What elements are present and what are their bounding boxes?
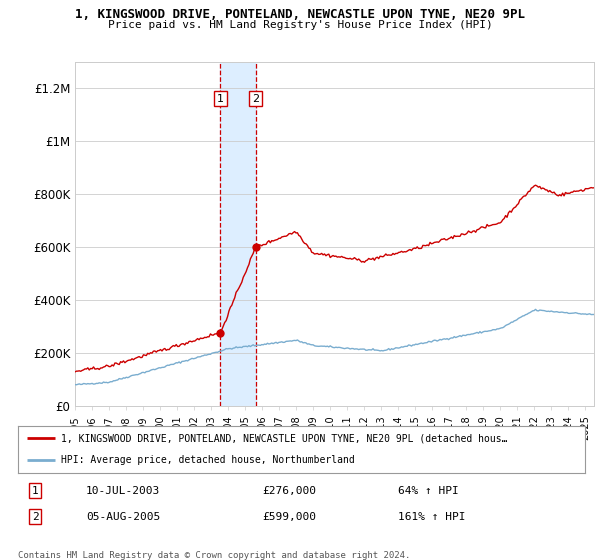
Text: 1, KINGSWOOD DRIVE, PONTELAND, NEWCASTLE UPON TYNE, NE20 9PL (detached hous…: 1, KINGSWOOD DRIVE, PONTELAND, NEWCASTLE… bbox=[61, 433, 507, 444]
Text: 2: 2 bbox=[32, 512, 38, 521]
Bar bbox=[220, 62, 256, 406]
Text: £599,000: £599,000 bbox=[262, 512, 316, 521]
Text: 1: 1 bbox=[217, 94, 224, 104]
Text: 161% ↑ HPI: 161% ↑ HPI bbox=[398, 512, 466, 521]
Text: Price paid vs. HM Land Registry's House Price Index (HPI): Price paid vs. HM Land Registry's House … bbox=[107, 20, 493, 30]
Text: Contains HM Land Registry data © Crown copyright and database right 2024.
This d: Contains HM Land Registry data © Crown c… bbox=[18, 550, 410, 560]
Text: 05-AUG-2005: 05-AUG-2005 bbox=[86, 512, 160, 521]
Text: 64% ↑ HPI: 64% ↑ HPI bbox=[398, 486, 458, 496]
Text: 10-JUL-2003: 10-JUL-2003 bbox=[86, 486, 160, 496]
Text: 1: 1 bbox=[32, 486, 38, 496]
Text: 1, KINGSWOOD DRIVE, PONTELAND, NEWCASTLE UPON TYNE, NE20 9PL: 1, KINGSWOOD DRIVE, PONTELAND, NEWCASTLE… bbox=[75, 8, 525, 21]
Text: 2: 2 bbox=[252, 94, 259, 104]
Text: £276,000: £276,000 bbox=[262, 486, 316, 496]
Text: HPI: Average price, detached house, Northumberland: HPI: Average price, detached house, Nort… bbox=[61, 455, 354, 465]
